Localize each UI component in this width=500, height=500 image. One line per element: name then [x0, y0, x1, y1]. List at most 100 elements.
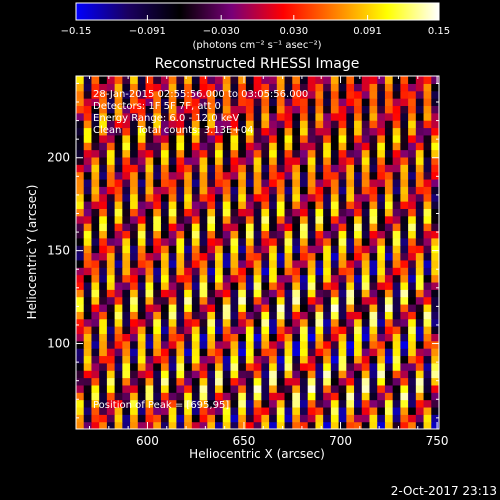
heatmap-cell — [230, 245, 239, 254]
heatmap-cell — [400, 83, 409, 92]
heatmap-cell — [153, 208, 162, 217]
heatmap-cell — [408, 355, 417, 364]
heatmap-cell — [354, 303, 363, 312]
heatmap-cell — [184, 296, 193, 305]
heatmap-cell — [369, 399, 378, 408]
heatmap-cell — [423, 237, 432, 246]
heatmap-cell — [253, 267, 262, 276]
heatmap-cell — [346, 274, 355, 283]
heatmap-cell — [130, 149, 139, 158]
heatmap-cell — [415, 208, 425, 217]
heatmap-cell — [91, 267, 100, 276]
heatmap-cell — [377, 318, 386, 327]
heatmap-cell — [276, 377, 286, 386]
heatmap-cell — [191, 201, 201, 209]
heatmap-cell — [269, 348, 278, 357]
heatmap-cell — [76, 377, 85, 386]
heatmap-cell — [384, 201, 394, 209]
heatmap-cell — [207, 303, 216, 312]
heatmap-cell — [269, 267, 278, 276]
heatmap-cell — [361, 90, 371, 99]
heatmap-cell — [122, 259, 131, 268]
heatmap-cell — [400, 274, 409, 283]
heatmap-cell — [269, 171, 278, 180]
heatmap-cell — [276, 208, 286, 217]
heatmap-cell — [106, 326, 116, 334]
heatmap-cell — [168, 406, 177, 415]
heatmap-cell — [408, 171, 417, 180]
heatmap-cell — [191, 421, 201, 429]
heatmap-cell — [245, 281, 255, 290]
heatmap-cell — [122, 164, 131, 173]
heatmap-cell — [184, 303, 193, 312]
heatmap-cell — [354, 289, 363, 298]
heatmap-cell — [408, 421, 417, 429]
heatmap-cell — [354, 164, 363, 173]
heatmap-cell — [91, 281, 100, 290]
heatmap-cell — [346, 333, 355, 342]
heatmap-cell — [423, 245, 432, 254]
heatmap-cell — [91, 318, 100, 327]
heatmap-cell — [106, 406, 116, 415]
heatmap-cell — [191, 223, 201, 232]
heatmap-cell — [408, 384, 417, 393]
heatmap-cell — [253, 230, 262, 239]
heatmap-cell — [384, 384, 394, 393]
heatmap-cell — [122, 296, 131, 305]
heatmap-cell — [292, 362, 301, 371]
heatmap-cell — [361, 348, 371, 357]
heatmap-cell — [338, 399, 347, 408]
heatmap-cell — [106, 362, 116, 371]
heatmap-cell — [106, 178, 116, 187]
heatmap-cell — [276, 127, 286, 136]
heatmap-cell — [261, 399, 270, 408]
heatmap-cell — [392, 112, 401, 121]
heatmap-cell — [91, 149, 100, 158]
heatmap-cell — [292, 406, 301, 415]
heatmap-cell — [99, 208, 108, 217]
heatmap-cell — [408, 245, 417, 254]
heatmap-cell — [230, 259, 239, 268]
heatmap-cell — [415, 193, 425, 202]
heatmap-cell — [130, 127, 139, 136]
heatmap-cell — [99, 274, 108, 283]
heatmap-cell — [145, 340, 154, 349]
heatmap-cell — [276, 230, 286, 239]
heatmap-cell — [153, 156, 162, 165]
heatmap-cell — [253, 171, 262, 180]
heatmap-cell — [114, 289, 123, 298]
heatmap-cell — [168, 399, 177, 408]
heatmap-cell — [222, 355, 232, 364]
heatmap-cell — [215, 421, 224, 429]
heatmap-cell — [91, 201, 100, 209]
heatmap-cell — [114, 333, 123, 342]
heatmap-cell — [431, 156, 439, 165]
heatmap-cell — [160, 392, 170, 401]
heatmap-cell — [191, 149, 201, 158]
heatmap-cell — [207, 259, 216, 268]
heatmap-cell — [137, 362, 147, 371]
heatmap-cell — [99, 384, 108, 393]
heatmap-cell — [114, 149, 123, 158]
heatmap-cell — [245, 384, 255, 393]
heatmap-cell — [153, 201, 162, 209]
heatmap-cell — [315, 406, 324, 415]
heatmap-cell — [168, 392, 177, 401]
heatmap-cell — [145, 237, 154, 246]
heatmap-cell — [91, 105, 100, 114]
heatmap-cell — [106, 237, 116, 246]
heatmap-cell — [160, 98, 170, 107]
heatmap-cell — [299, 134, 309, 143]
heatmap-cell — [168, 208, 177, 217]
heatmap-cell — [91, 120, 100, 129]
heatmap-cell — [323, 90, 332, 99]
heatmap-cell — [261, 142, 270, 151]
heatmap-cell — [184, 186, 193, 195]
heatmap-cell — [238, 355, 247, 364]
heatmap-cell — [330, 252, 340, 261]
heatmap-cell — [222, 171, 232, 180]
heatmap-cell — [315, 134, 324, 143]
heatmap-cell — [354, 134, 363, 143]
heatmap-cell — [354, 362, 363, 371]
heatmap-cell — [122, 83, 131, 92]
